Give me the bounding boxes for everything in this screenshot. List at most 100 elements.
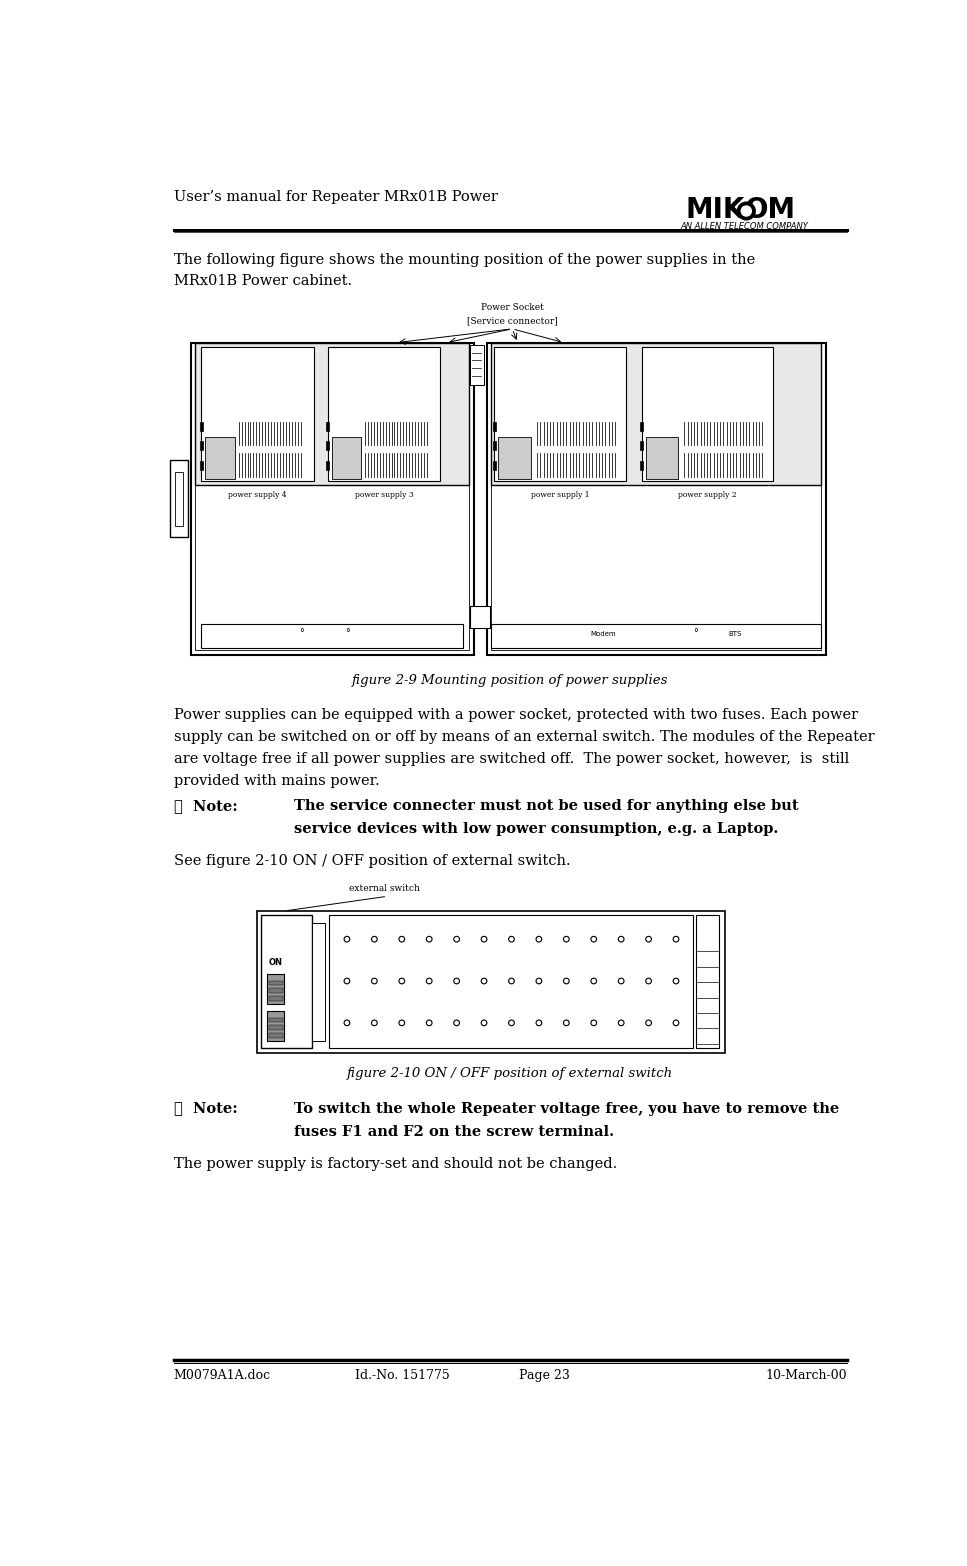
- Circle shape: [426, 979, 432, 983]
- Bar: [195, 348, 469, 650]
- Bar: [493, 460, 496, 470]
- Text: The following figure shows the mounting position of the power supplies in the: The following figure shows the mounting …: [173, 252, 755, 266]
- Circle shape: [592, 1021, 596, 1024]
- Bar: [332, 437, 361, 479]
- Circle shape: [400, 1021, 403, 1024]
- Bar: [267, 974, 284, 1004]
- Circle shape: [565, 938, 568, 941]
- Text: power supply 1: power supply 1: [531, 492, 590, 500]
- Circle shape: [371, 1019, 377, 1026]
- Circle shape: [371, 936, 377, 941]
- Text: power supply 2: power supply 2: [678, 492, 737, 500]
- Circle shape: [619, 1019, 624, 1026]
- Circle shape: [591, 1019, 597, 1026]
- Text: See figure 2-10 ON / OFF position of external switch.: See figure 2-10 ON / OFF position of ext…: [173, 855, 571, 869]
- Bar: [195, 343, 469, 485]
- Circle shape: [455, 1021, 458, 1024]
- Text: 10-March-00: 10-March-00: [766, 1369, 847, 1383]
- Bar: [328, 348, 440, 481]
- Bar: [269, 1026, 283, 1030]
- Text: supply can be switched on or off by means of an external switch. The modules of : supply can be switched on or off by mean…: [173, 730, 874, 744]
- Text: ☞  Note:: ☞ Note:: [173, 1101, 237, 1115]
- Text: power supply 3: power supply 3: [355, 492, 413, 500]
- Circle shape: [620, 979, 623, 982]
- Text: AN ALLEN TELECOM COMPANY: AN ALLEN TELECOM COMPANY: [681, 222, 808, 230]
- Text: external switch: external switch: [349, 883, 420, 893]
- Circle shape: [620, 938, 623, 941]
- Bar: [470, 345, 484, 385]
- Text: Power Socket: Power Socket: [481, 302, 543, 312]
- Text: To switch the whole Repeater voltage free, you have to remove the: To switch the whole Repeater voltage fre…: [294, 1101, 839, 1115]
- Circle shape: [482, 936, 486, 941]
- Bar: [640, 460, 643, 470]
- Circle shape: [373, 938, 376, 941]
- Bar: [269, 996, 283, 1001]
- Circle shape: [538, 979, 541, 982]
- Bar: [170, 460, 188, 537]
- Text: are voltage free if all power supplies are switched off.  The power socket, howe: are voltage free if all power supplies a…: [173, 752, 849, 766]
- Circle shape: [509, 936, 514, 941]
- Text: power supply 4: power supply 4: [228, 492, 287, 500]
- Circle shape: [427, 979, 430, 982]
- Circle shape: [427, 1021, 430, 1024]
- Circle shape: [510, 1021, 513, 1024]
- Text: ON: ON: [269, 958, 283, 968]
- Circle shape: [373, 1021, 376, 1024]
- Circle shape: [673, 936, 679, 941]
- Bar: [696, 915, 719, 1048]
- Circle shape: [400, 938, 403, 941]
- Bar: [205, 437, 235, 479]
- Circle shape: [510, 979, 513, 982]
- Bar: [642, 348, 774, 481]
- Circle shape: [565, 979, 568, 982]
- Circle shape: [538, 938, 541, 941]
- Text: figure 2-10 ON / OFF position of external switch: figure 2-10 ON / OFF position of externa…: [347, 1066, 673, 1081]
- Circle shape: [538, 1021, 541, 1024]
- Text: fuses F1 and F2 on the screw terminal.: fuses F1 and F2 on the screw terminal.: [294, 1124, 614, 1138]
- Circle shape: [592, 979, 596, 982]
- Bar: [491, 343, 822, 485]
- Circle shape: [647, 938, 650, 941]
- Text: MRx01B Power cabinet.: MRx01B Power cabinet.: [173, 274, 352, 288]
- Bar: [491, 348, 822, 650]
- Circle shape: [591, 979, 597, 983]
- Text: °: °: [693, 628, 698, 637]
- Circle shape: [509, 1019, 514, 1026]
- Bar: [326, 421, 330, 431]
- Circle shape: [399, 936, 404, 941]
- Circle shape: [674, 1021, 678, 1024]
- Circle shape: [454, 936, 459, 941]
- Circle shape: [647, 1021, 650, 1024]
- Circle shape: [345, 1021, 348, 1024]
- Text: OM: OM: [745, 196, 796, 224]
- Bar: [267, 1012, 284, 1041]
- Text: °: °: [345, 628, 350, 637]
- Bar: [493, 421, 496, 431]
- Circle shape: [454, 1019, 459, 1026]
- Bar: [269, 980, 283, 985]
- Bar: [269, 1034, 283, 1038]
- Bar: [493, 442, 496, 451]
- Circle shape: [738, 202, 755, 219]
- Bar: [201, 623, 462, 648]
- Circle shape: [344, 936, 350, 941]
- Circle shape: [536, 936, 542, 941]
- Circle shape: [620, 1021, 623, 1024]
- Bar: [261, 915, 311, 1048]
- Bar: [470, 606, 489, 628]
- Circle shape: [482, 979, 486, 983]
- Text: Modem: Modem: [590, 631, 616, 637]
- Bar: [269, 1018, 283, 1023]
- Bar: [491, 623, 822, 648]
- Bar: [494, 348, 627, 481]
- Text: [Service connector]: [Service connector]: [467, 316, 558, 326]
- Text: MIK: MIK: [686, 196, 745, 224]
- Text: Id.-No. 151775: Id.-No. 151775: [355, 1369, 450, 1383]
- Bar: [175, 471, 183, 526]
- Bar: [329, 915, 692, 1048]
- Bar: [326, 442, 330, 451]
- Circle shape: [647, 979, 650, 982]
- Circle shape: [536, 1019, 542, 1026]
- Bar: [640, 421, 643, 431]
- Bar: [311, 922, 326, 1041]
